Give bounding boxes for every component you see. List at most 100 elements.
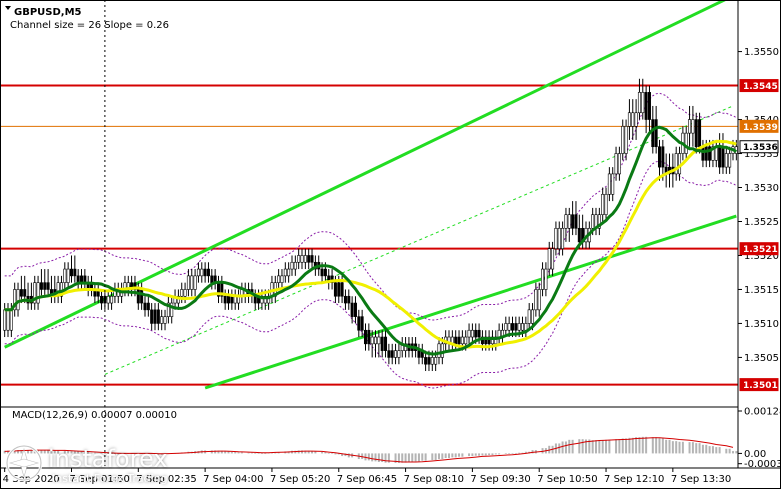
chart-dropdown-icon[interactable] <box>5 6 11 10</box>
candle-body <box>280 275 284 283</box>
candle-body <box>698 119 702 148</box>
price-tag-1.3545: 1.3545 <box>743 82 778 92</box>
candle-body <box>701 146 705 161</box>
candle-body <box>160 316 164 324</box>
macd-bar <box>314 451 317 454</box>
candle-body <box>674 153 678 175</box>
x-tick-label: 7 Sep 12:10 <box>604 474 664 485</box>
price-tag-box <box>739 140 779 154</box>
macd-bar <box>601 440 604 454</box>
candle-body <box>9 309 13 331</box>
macd-bar <box>474 453 477 456</box>
macd-bar <box>558 443 561 454</box>
candle-body <box>617 153 621 175</box>
candle-body <box>69 268 73 277</box>
candle-body <box>521 323 525 331</box>
ma-slow-line <box>4 139 737 349</box>
macd-bar <box>90 452 93 454</box>
candle-body <box>297 255 301 263</box>
candle-body <box>554 227 558 249</box>
candle-body <box>430 357 434 365</box>
macd-bar <box>561 441 564 454</box>
macd-bar <box>224 451 227 454</box>
candle-body <box>380 336 384 351</box>
candle-body <box>287 268 291 277</box>
candle-body <box>708 146 712 161</box>
macd-bar <box>621 438 624 454</box>
candle-body <box>206 268 210 277</box>
macd-bar <box>605 439 608 454</box>
macd-bar <box>40 450 43 454</box>
macd-title: MACD(12,26,9) 0.00007 0.00010 <box>12 410 177 421</box>
price-pane <box>0 0 738 466</box>
candle-body <box>307 255 311 263</box>
macd-bar <box>681 441 684 454</box>
candle-body <box>657 146 661 168</box>
macd-bar <box>468 453 471 457</box>
candle-body <box>73 268 77 277</box>
macd-bar <box>341 453 344 457</box>
macd-bar <box>250 452 253 454</box>
candle-body <box>193 275 197 290</box>
macd-bar <box>718 447 721 454</box>
macd-bar <box>220 450 223 454</box>
macd-signal-line <box>4 437 734 463</box>
macd-bar <box>334 453 337 455</box>
y-tick-label: 1.3535 <box>744 149 779 160</box>
macd-bar <box>578 439 581 454</box>
macd-bar <box>454 453 457 458</box>
price-tag-1.3521: 1.3521 <box>743 245 778 255</box>
macd-bar <box>107 453 110 455</box>
macd-bar <box>344 453 347 457</box>
macd-bar <box>113 453 116 455</box>
macd-bar <box>631 437 634 454</box>
macd-bar <box>3 450 6 454</box>
macd-bar <box>377 453 380 463</box>
macd-bar <box>304 450 307 454</box>
macd-bar <box>608 439 611 454</box>
candle-body <box>39 282 43 290</box>
macd-bar <box>53 450 56 454</box>
macd-bar <box>103 453 106 455</box>
macd-bar <box>481 453 484 456</box>
candle-body <box>210 275 214 283</box>
macd-bar <box>635 437 638 454</box>
macd-bar <box>715 447 718 454</box>
macd-bar <box>671 441 674 454</box>
envelope-lower <box>4 160 737 389</box>
candle-body <box>110 295 114 304</box>
candle-body <box>661 146 665 168</box>
candle-body <box>3 309 7 331</box>
candle-body <box>561 227 565 249</box>
candle-body <box>13 289 17 311</box>
candle-body <box>577 227 581 243</box>
macd-bar <box>237 452 240 454</box>
macd-bar <box>431 453 434 461</box>
candle-body <box>100 295 104 304</box>
candle-body <box>330 275 334 283</box>
ma-fast-line <box>4 125 738 356</box>
candle-body <box>397 350 401 358</box>
candle-body <box>534 289 538 311</box>
candle-body <box>457 336 461 345</box>
candle-body <box>474 329 478 338</box>
macd-bar <box>638 437 641 454</box>
macd-bar <box>407 453 410 463</box>
macd-bar <box>234 452 237 454</box>
candle-body <box>721 146 725 168</box>
macd-pane <box>3 436 738 464</box>
candle-body <box>166 302 170 317</box>
candle-body <box>106 295 110 304</box>
candle-body <box>624 126 628 154</box>
candle-body <box>497 329 501 338</box>
candle-body <box>6 309 10 331</box>
macd-bar <box>227 451 230 454</box>
y-tick-label: 1.3520 <box>744 251 779 262</box>
candle-body <box>651 119 655 148</box>
candle-body <box>541 268 545 290</box>
price-tag-box <box>739 378 779 392</box>
macd-bar <box>364 453 367 461</box>
candle-body <box>454 336 458 345</box>
macd-bar <box>658 438 661 454</box>
